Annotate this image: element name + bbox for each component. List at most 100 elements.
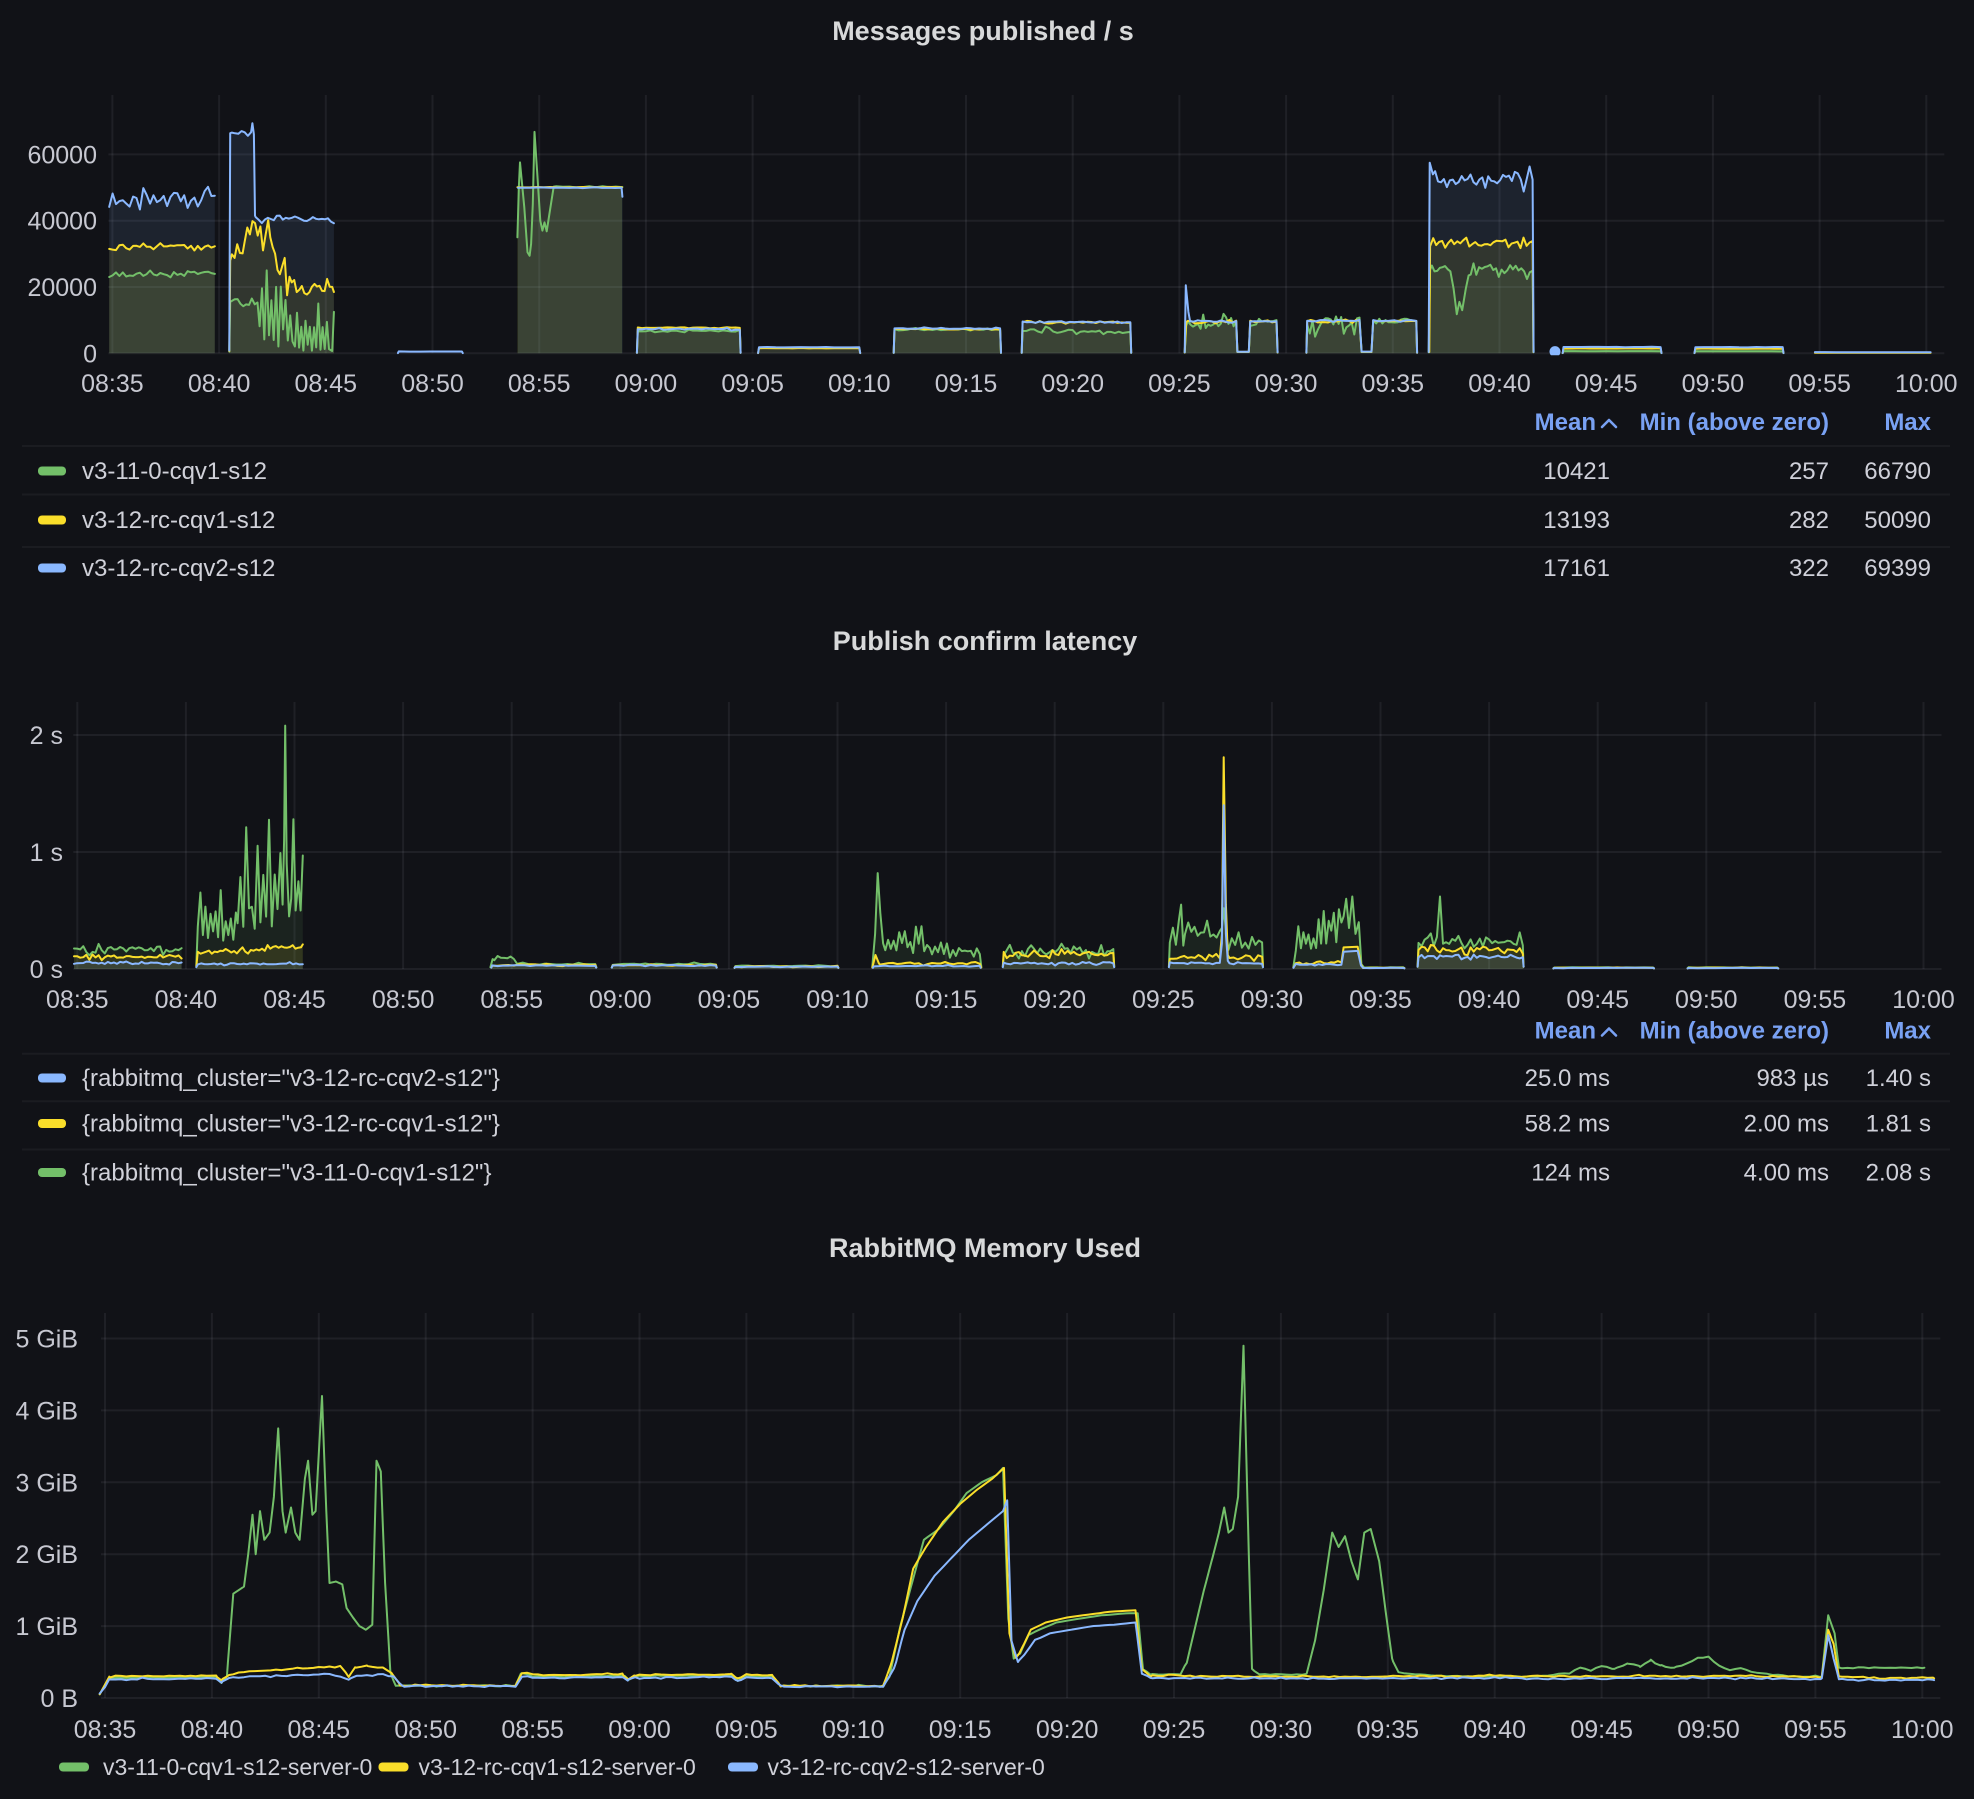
svg-text:10:00: 10:00 <box>1892 986 1955 1014</box>
svg-text:08:50: 08:50 <box>372 986 435 1014</box>
svg-text:4 GiB: 4 GiB <box>15 1397 78 1425</box>
svg-text:09:15: 09:15 <box>915 986 978 1014</box>
svg-text:09:55: 09:55 <box>1788 370 1851 398</box>
svg-text:09:40: 09:40 <box>1458 986 1521 1014</box>
svg-text:0: 0 <box>83 340 97 368</box>
svg-text:08:40: 08:40 <box>181 1716 244 1744</box>
svg-text:{rabbitmq_cluster="v3-12-rc-cq: {rabbitmq_cluster="v3-12-rc-cqv1-s12"} <box>82 1111 500 1138</box>
svg-text:66790: 66790 <box>1864 458 1931 485</box>
svg-text:RabbitMQ Memory Used: RabbitMQ Memory Used <box>829 1233 1141 1263</box>
svg-text:09:35: 09:35 <box>1349 986 1412 1014</box>
svg-text:Min (above zero): Min (above zero) <box>1640 1018 1829 1045</box>
svg-text:257: 257 <box>1789 458 1829 485</box>
svg-text:124 ms: 124 ms <box>1531 1160 1610 1187</box>
svg-text:v3-11-0-cqv1-s12: v3-11-0-cqv1-s12 <box>82 458 267 485</box>
svg-text:5 GiB: 5 GiB <box>15 1326 78 1354</box>
svg-text:09:45: 09:45 <box>1570 1716 1633 1744</box>
svg-text:13193: 13193 <box>1543 507 1610 534</box>
svg-text:09:55: 09:55 <box>1784 1716 1847 1744</box>
svg-text:09:00: 09:00 <box>608 1716 671 1744</box>
svg-text:17161: 17161 <box>1543 555 1610 582</box>
svg-text:v3-12-rc-cqv1-s12: v3-12-rc-cqv1-s12 <box>82 507 275 534</box>
svg-text:08:55: 08:55 <box>508 370 571 398</box>
svg-text:09:15: 09:15 <box>935 370 998 398</box>
svg-text:09:20: 09:20 <box>1041 370 1104 398</box>
svg-text:08:50: 08:50 <box>394 1716 457 1744</box>
svg-text:Mean: Mean <box>1535 409 1596 436</box>
svg-text:09:00: 09:00 <box>615 370 678 398</box>
svg-text:v3-12-rc-cqv1-s12-server-0: v3-12-rc-cqv1-s12-server-0 <box>419 1754 696 1780</box>
svg-text:{rabbitmq_cluster="v3-11-0-cqv: {rabbitmq_cluster="v3-11-0-cqv1-s12"} <box>82 1160 491 1187</box>
svg-text:08:40: 08:40 <box>188 370 251 398</box>
svg-text:10:00: 10:00 <box>1891 1716 1954 1744</box>
svg-text:09:50: 09:50 <box>1677 1716 1740 1744</box>
svg-text:Max: Max <box>1884 1018 1931 1045</box>
svg-text:69399: 69399 <box>1864 555 1931 582</box>
svg-text:1.40 s: 1.40 s <box>1866 1065 1931 1092</box>
svg-text:58.2 ms: 58.2 ms <box>1525 1111 1610 1138</box>
svg-text:08:40: 08:40 <box>155 986 218 1014</box>
svg-text:08:35: 08:35 <box>81 370 144 398</box>
svg-text:09:45: 09:45 <box>1566 986 1629 1014</box>
svg-text:08:55: 08:55 <box>480 986 543 1014</box>
svg-text:09:20: 09:20 <box>1036 1716 1099 1744</box>
svg-text:09:50: 09:50 <box>1675 986 1738 1014</box>
svg-text:282: 282 <box>1789 507 1829 534</box>
svg-text:v3-12-rc-cqv2-s12-server-0: v3-12-rc-cqv2-s12-server-0 <box>768 1754 1045 1780</box>
svg-text:08:45: 08:45 <box>263 986 326 1014</box>
svg-text:Max: Max <box>1884 409 1931 436</box>
svg-text:0 B: 0 B <box>40 1685 78 1713</box>
svg-text:2.00 ms: 2.00 ms <box>1744 1111 1829 1138</box>
svg-text:09:50: 09:50 <box>1682 370 1745 398</box>
svg-text:10:00: 10:00 <box>1895 370 1958 398</box>
svg-text:09:25: 09:25 <box>1132 986 1195 1014</box>
svg-text:08:35: 08:35 <box>74 1716 137 1744</box>
svg-text:322: 322 <box>1789 555 1829 582</box>
svg-text:08:50: 08:50 <box>401 370 464 398</box>
svg-text:Messages published / s: Messages published / s <box>832 16 1134 46</box>
svg-text:09:25: 09:25 <box>1148 370 1211 398</box>
svg-text:2.08 s: 2.08 s <box>1866 1160 1931 1187</box>
svg-text:1 GiB: 1 GiB <box>15 1613 78 1641</box>
svg-text:50090: 50090 <box>1864 507 1931 534</box>
svg-text:09:10: 09:10 <box>806 986 869 1014</box>
svg-text:09:10: 09:10 <box>828 370 891 398</box>
svg-text:09:05: 09:05 <box>715 1716 778 1744</box>
svg-text:2 GiB: 2 GiB <box>15 1541 78 1569</box>
svg-text:09:40: 09:40 <box>1468 370 1531 398</box>
svg-text:09:55: 09:55 <box>1784 986 1847 1014</box>
svg-text:3 GiB: 3 GiB <box>15 1469 78 1497</box>
svg-text:09:35: 09:35 <box>1362 370 1425 398</box>
svg-text:v3-11-0-cqv1-s12-server-0: v3-11-0-cqv1-s12-server-0 <box>103 1754 372 1780</box>
svg-text:08:55: 08:55 <box>501 1716 564 1744</box>
svg-text:09:20: 09:20 <box>1023 986 1086 1014</box>
svg-text:09:45: 09:45 <box>1575 370 1638 398</box>
svg-text:09:30: 09:30 <box>1255 370 1318 398</box>
svg-text:09:15: 09:15 <box>929 1716 992 1744</box>
svg-text:09:30: 09:30 <box>1241 986 1304 1014</box>
svg-text:0 s: 0 s <box>30 956 63 984</box>
svg-text:v3-12-rc-cqv2-s12: v3-12-rc-cqv2-s12 <box>82 555 275 582</box>
svg-text:{rabbitmq_cluster="v3-12-rc-cq: {rabbitmq_cluster="v3-12-rc-cqv2-s12"} <box>82 1065 500 1092</box>
svg-text:Mean: Mean <box>1535 1018 1596 1045</box>
svg-text:09:05: 09:05 <box>698 986 761 1014</box>
svg-text:1.81 s: 1.81 s <box>1866 1111 1931 1138</box>
svg-text:Publish confirm latency: Publish confirm latency <box>833 626 1138 656</box>
svg-text:4.00 ms: 4.00 ms <box>1744 1160 1829 1187</box>
svg-text:983 µs: 983 µs <box>1756 1065 1829 1092</box>
svg-text:09:10: 09:10 <box>822 1716 885 1744</box>
svg-text:40000: 40000 <box>27 208 97 236</box>
svg-text:08:35: 08:35 <box>46 986 109 1014</box>
svg-text:60000: 60000 <box>27 141 97 169</box>
svg-text:08:45: 08:45 <box>288 1716 351 1744</box>
svg-text:09:40: 09:40 <box>1463 1716 1526 1744</box>
svg-text:20000: 20000 <box>27 274 97 302</box>
svg-text:25.0 ms: 25.0 ms <box>1525 1065 1610 1092</box>
svg-text:10421: 10421 <box>1543 458 1610 485</box>
svg-text:2 s: 2 s <box>30 722 63 750</box>
svg-text:1 s: 1 s <box>30 839 63 867</box>
svg-text:09:30: 09:30 <box>1250 1716 1313 1744</box>
svg-text:09:05: 09:05 <box>721 370 784 398</box>
svg-text:Min (above zero): Min (above zero) <box>1640 409 1829 436</box>
svg-text:08:45: 08:45 <box>295 370 358 398</box>
